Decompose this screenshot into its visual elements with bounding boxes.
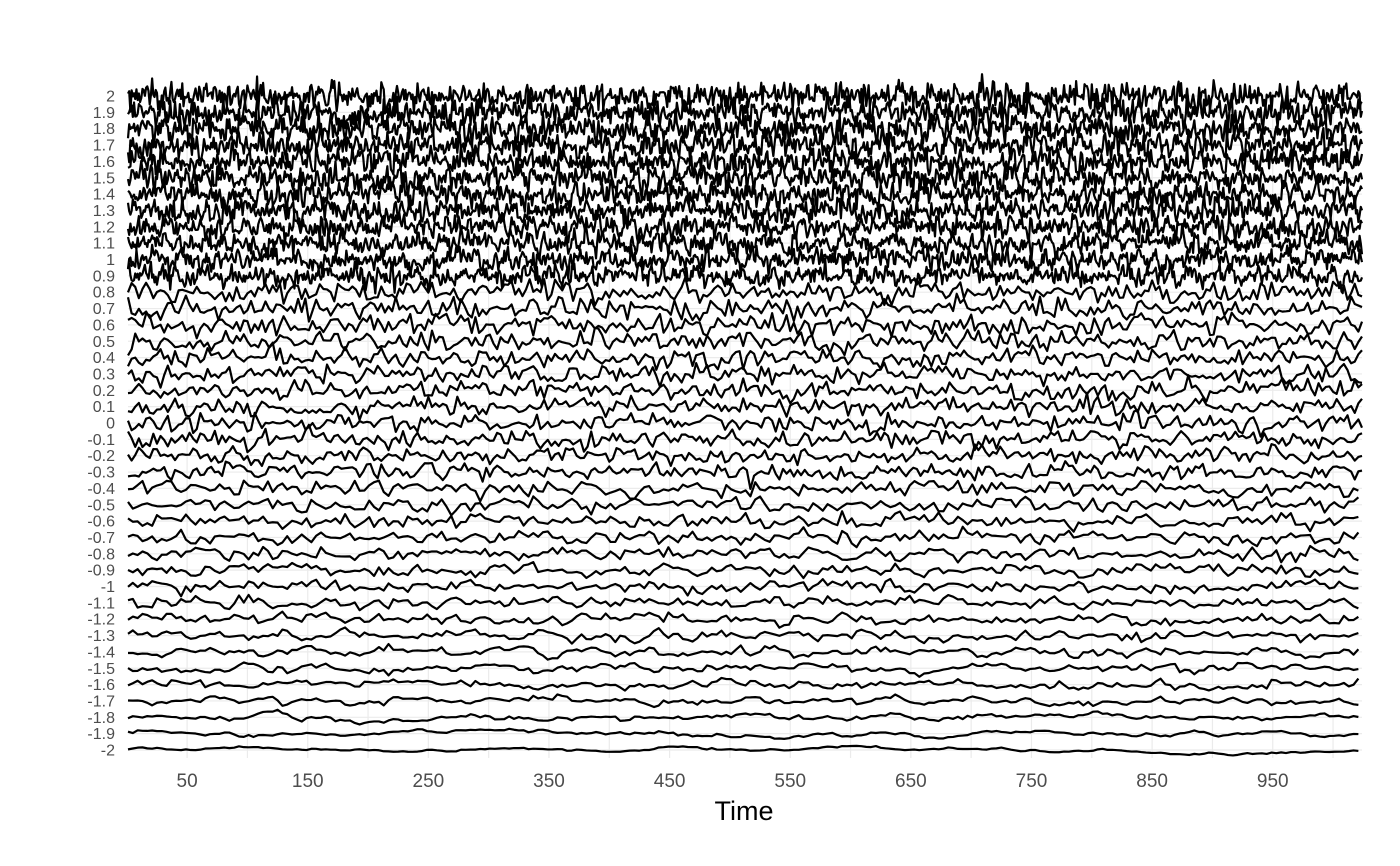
y-tick-label: 0.2	[93, 383, 115, 400]
x-tick-label: 250	[413, 771, 445, 792]
series-line	[127, 661, 1359, 678]
y-tick-label: 0.4	[93, 350, 115, 367]
series-line	[126, 222, 1364, 262]
y-tick-label: -1.7	[87, 693, 115, 710]
series-line	[127, 495, 1360, 517]
y-tick-label: 1.1	[93, 236, 115, 253]
y-tick-label: 0.3	[93, 366, 115, 383]
series-line	[127, 326, 1363, 357]
series-line	[126, 292, 1363, 323]
series-line	[126, 106, 1363, 154]
series-line	[127, 311, 1364, 340]
series-line	[127, 525, 1360, 549]
series-line	[127, 544, 1359, 564]
x-tick-label: 750	[1016, 771, 1048, 792]
y-tick-label: -1.5	[87, 661, 115, 678]
series-traces	[126, 73, 1364, 757]
y-tick-label: -1.1	[87, 595, 115, 612]
y-tick-label: -0.1	[87, 432, 115, 449]
y-tick-label: -0.6	[87, 514, 115, 531]
x-tick-label: 50	[177, 771, 198, 792]
y-tick-label: 1.6	[93, 154, 115, 171]
series-line	[127, 391, 1363, 421]
series-line	[126, 155, 1364, 202]
y-tick-label: -0.8	[87, 546, 115, 563]
y-tick-label: -0.7	[87, 530, 115, 547]
series-line	[126, 408, 1364, 438]
series-line	[127, 479, 1359, 503]
x-tick-labels: 50 150 250 350 450 550 650 750 850 950	[177, 771, 1289, 792]
y-tick-label: 1.2	[93, 219, 115, 236]
series-line	[127, 423, 1363, 454]
y-tick-label: 1.8	[93, 121, 115, 138]
y-tick-label: 2	[106, 89, 115, 106]
y-tick-label: -1.4	[87, 644, 115, 661]
series-line	[127, 727, 1359, 740]
series-line	[127, 460, 1363, 490]
y-tick-label: 0	[106, 416, 115, 433]
series-line	[127, 642, 1360, 661]
series-line	[127, 142, 1364, 182]
y-tick-label: -0.2	[87, 448, 115, 465]
y-tick-label: -1.2	[87, 612, 115, 629]
y-tick-label: -1.9	[87, 726, 115, 743]
x-tick-label: 550	[774, 771, 806, 792]
series-line	[127, 73, 1364, 118]
y-tick-label: -1	[101, 579, 115, 596]
series-line	[127, 708, 1359, 726]
x-tick-label: 350	[533, 771, 565, 792]
series-line	[127, 577, 1359, 598]
series-line	[127, 87, 1363, 132]
y-tick-label: 1.4	[93, 187, 115, 204]
y-tick-label: 1.7	[93, 138, 115, 155]
series-line	[126, 276, 1363, 307]
y-tick-labels: 21.91.81.71.61.51.41.31.21.110.90.80.70.…	[87, 89, 115, 760]
y-tick-label: 0.1	[93, 399, 115, 416]
x-axis-label: Time	[715, 796, 774, 826]
series-line	[127, 374, 1363, 405]
y-tick-label: 1.3	[93, 203, 115, 220]
y-tick-label: -1.6	[87, 677, 115, 694]
series-line	[126, 257, 1364, 295]
y-tick-label: -0.5	[87, 497, 115, 514]
series-line	[127, 610, 1359, 629]
y-tick-label: -0.3	[87, 465, 115, 482]
series-line	[127, 676, 1360, 692]
series-line	[126, 208, 1363, 246]
series-line	[126, 126, 1364, 164]
y-tick-label: -1.8	[87, 710, 115, 727]
y-tick-label: 0.8	[93, 285, 115, 302]
y-tick-label: 1.9	[93, 105, 115, 122]
y-tick-label: 0.5	[93, 334, 115, 351]
x-tick-label: 150	[292, 771, 324, 792]
series-line	[126, 243, 1364, 280]
y-tick-label: -2	[101, 743, 115, 760]
y-tick-label: -0.4	[87, 481, 115, 498]
series-line	[127, 693, 1359, 709]
y-tick-label: 1	[106, 252, 115, 269]
y-tick-label: 0.9	[93, 268, 115, 285]
series-line	[127, 361, 1363, 391]
series-line	[127, 593, 1359, 612]
series-line	[127, 341, 1363, 371]
x-tick-label: 950	[1257, 771, 1289, 792]
y-tick-label: 0.7	[93, 301, 115, 318]
x-tick-label: 650	[895, 771, 927, 792]
series-line	[127, 172, 1363, 215]
y-tick-label: -0.9	[87, 563, 115, 580]
series-line	[127, 443, 1363, 468]
series-line	[127, 626, 1359, 645]
x-tick-label: 450	[654, 771, 686, 792]
y-tick-label: 0.6	[93, 317, 115, 334]
series-line	[127, 744, 1359, 757]
y-tick-label: -1.3	[87, 628, 115, 645]
series-line	[127, 560, 1359, 580]
series-line	[127, 510, 1359, 533]
y-tick-label: 1.5	[93, 170, 115, 187]
x-tick-label: 850	[1136, 771, 1168, 792]
